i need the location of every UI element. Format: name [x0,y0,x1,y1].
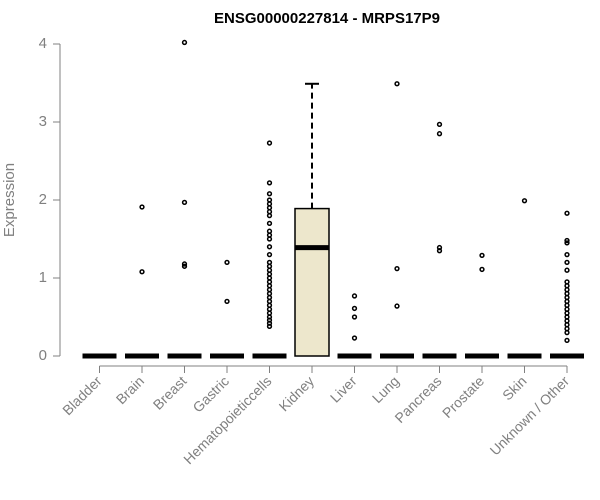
outlier-point [139,269,145,275]
outlier-point [266,220,273,227]
outlier-point [181,199,188,205]
box-group [252,140,287,359]
outlier-point [564,240,570,246]
outlier-point [436,131,443,137]
box-group [167,39,202,359]
outlier-point [351,335,358,341]
outlier-point [266,259,273,266]
outlier-point [394,265,400,272]
outlier-point [521,198,528,204]
y-tick-label: 4 [39,35,47,52]
outlier-point [181,263,188,269]
box-group [294,82,330,357]
outlier-point [266,244,273,250]
outlier-point [436,244,443,251]
outlier-point [564,259,570,266]
outlier-point [394,303,400,309]
outlier-point [394,81,400,87]
x-tick-label: Kidney [276,373,318,415]
y-axis-label: Expression [1,163,18,237]
box-group [422,121,457,359]
y-tick-label: 0 [39,347,47,364]
outlier-point [266,180,273,186]
outlier-point [224,259,230,266]
outlier-point [564,251,570,258]
x-tick-label: Prostate [439,373,487,421]
outlier-point [266,228,273,234]
y-tick-label: 1 [39,269,47,286]
chart-title: ENSG00000227814 - MRPS17P9 [214,10,440,27]
outlier-point [351,305,358,312]
y-axis: 0 1 2 3 4 [39,35,61,364]
x-tick-label: Lung [369,373,402,406]
x-tick-label: Breast [150,373,190,413]
outlier-point [564,337,570,344]
outlier-point [564,267,570,273]
outlier-point [266,140,273,146]
outlier-point [139,204,145,210]
box-group [337,293,372,359]
box-group [507,198,542,359]
outlier-point [224,298,230,305]
x-tick-label: Bladder [59,373,105,419]
outlier-point [181,39,188,46]
outlier-point [351,293,358,299]
box-group [550,210,584,359]
x-tick-label: Liver [327,373,360,406]
outlier-point [351,314,358,320]
y-tick-label: 2 [39,191,47,208]
outlier-point [564,279,570,285]
y-tick-label: 3 [39,113,47,130]
box-series [82,39,584,359]
box-group [465,252,499,359]
box-group [210,259,244,359]
outlier-point [266,197,273,203]
box-group [380,81,414,359]
outlier-point [266,251,273,258]
outlier-point [479,266,485,273]
box-group [125,204,159,359]
outlier-point [564,210,570,216]
x-tick-label: Skin [499,373,530,404]
box-body [294,207,330,357]
x-axis: Bladder Brain Breast GastricHematopoieticce… [59,365,573,467]
outlier-point [479,252,485,259]
outlier-point [181,261,188,267]
x-tick-label: Unknown / Other [487,373,573,459]
x-tick-label: Brain [113,373,147,407]
outlier-point [436,121,443,127]
outlier-point [564,237,570,244]
outlier-point [266,191,273,197]
x-tick-label: Pancreas [391,373,444,426]
